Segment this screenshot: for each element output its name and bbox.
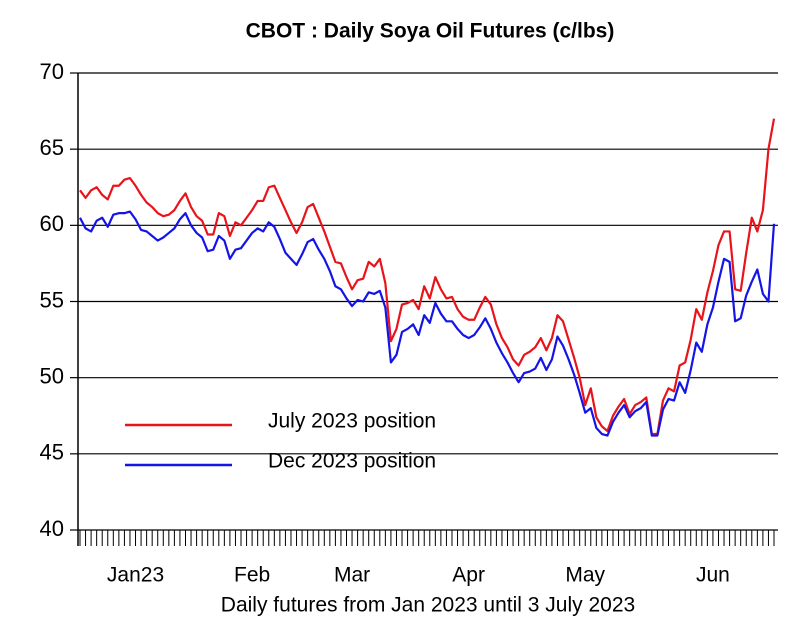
x-tick-label: Apr: [452, 564, 485, 587]
x-tick-label: May: [565, 564, 605, 587]
legend-label: July 2023 position: [268, 410, 436, 433]
y-tick-label: 70: [40, 59, 64, 84]
y-tick-label: 60: [40, 211, 64, 236]
y-tick-label: 45: [40, 440, 64, 465]
x-tick-label: Feb: [234, 564, 270, 587]
x-tick-label: Mar: [334, 564, 370, 587]
chart-title: CBOT : Daily Soya Oil Futures (c/lbs): [246, 20, 615, 43]
series-line: [79, 210, 776, 437]
y-tick-label: 55: [40, 287, 64, 312]
x-tick-label: Jun: [696, 564, 730, 587]
x-tick-label: Jan23: [107, 564, 164, 587]
y-tick-label: 50: [40, 363, 64, 388]
y-tick-label: 40: [40, 516, 64, 541]
y-tick-label: 65: [40, 135, 64, 160]
x-axis-label: Daily futures from Jan 2023 until 3 July…: [221, 594, 635, 617]
legend-label: Dec 2023 position: [268, 450, 436, 473]
